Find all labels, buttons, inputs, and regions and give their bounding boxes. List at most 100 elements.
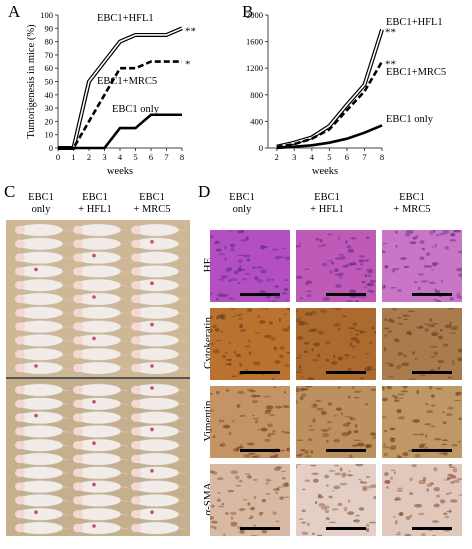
- tissue-texture: [359, 330, 364, 334]
- tissue-texture: [234, 314, 241, 317]
- panel-label-c: C: [4, 182, 16, 201]
- tissue-texture: [369, 432, 376, 436]
- tissue-texture: [215, 241, 218, 245]
- tissue-texture: [394, 497, 398, 501]
- tissue-texture: [244, 345, 251, 348]
- tissue-texture: [296, 336, 304, 340]
- mouse: [73, 438, 129, 452]
- tissue-texture: [328, 521, 337, 524]
- tissue-texture: [274, 285, 279, 288]
- tissue-texture: [324, 474, 330, 479]
- tissue-texture: [449, 332, 457, 334]
- tumor-spot: [150, 469, 154, 473]
- tissue-texture: [429, 318, 433, 322]
- mouse: [131, 480, 187, 494]
- x-tick-label: 5: [133, 152, 137, 162]
- tissue-texture: [255, 420, 258, 424]
- tissue-texture: [278, 318, 281, 322]
- tissue-texture: [383, 472, 389, 476]
- y-tick-label: 800: [250, 90, 263, 100]
- tissue-texture: [449, 466, 456, 468]
- mouse-head: [73, 454, 83, 464]
- tissue-texture: [360, 377, 364, 380]
- mouse-head: [15, 267, 25, 276]
- mouse-tail: [178, 353, 187, 356]
- mouse-tail: [62, 499, 71, 502]
- tissue-texture: [390, 469, 396, 472]
- mouse: [131, 466, 187, 480]
- tissue-texture: [282, 496, 290, 499]
- x-axis-label: weeks: [312, 166, 338, 177]
- mouse-head: [131, 336, 141, 345]
- tissue-texture: [273, 346, 278, 351]
- tissue-texture: [350, 337, 359, 341]
- panel-label-b: B: [242, 2, 254, 21]
- scale-bar: [412, 293, 452, 296]
- tissue-texture: [253, 394, 261, 398]
- mouse: [15, 480, 71, 494]
- tissue-texture: [210, 470, 215, 474]
- tissue-texture: [445, 413, 453, 417]
- tissue-texture: [448, 492, 452, 494]
- mouse-head: [131, 267, 141, 276]
- mouse: [15, 397, 71, 411]
- mouse-tail: [120, 257, 129, 260]
- tissue-texture: [424, 423, 432, 426]
- histology-image: [382, 386, 462, 458]
- tissue-texture: [243, 454, 251, 458]
- tissue-texture: [218, 418, 221, 424]
- tissue-texture: [342, 423, 350, 427]
- tissue-texture: [311, 403, 318, 409]
- tissue-texture: [210, 428, 213, 433]
- tissue-texture: [252, 414, 255, 417]
- y-tick-label: 100: [40, 10, 53, 20]
- tissue-texture: [225, 389, 229, 392]
- tissue-texture: [326, 440, 329, 443]
- tumor-spot: [150, 427, 154, 432]
- tumor-spot: [92, 400, 96, 404]
- tissue-texture: [389, 427, 396, 431]
- tissue-texture: [312, 418, 316, 423]
- tissue-texture: [458, 494, 462, 496]
- mouse-tail: [62, 430, 71, 433]
- tissue-texture: [281, 292, 288, 295]
- tissue-texture: [221, 275, 228, 279]
- mouse-tail: [120, 243, 129, 246]
- panel-c-col-header-3: EBC1 + MRC5: [133, 192, 171, 215]
- y-tick-label: 30: [45, 103, 54, 113]
- tissue-texture: [229, 243, 236, 248]
- tissue-texture: [351, 345, 356, 348]
- tissue-texture: [303, 341, 310, 345]
- panel-c-mice-photo: [6, 220, 190, 536]
- significance-mark-0: **: [385, 27, 396, 39]
- y-tick-label: 50: [45, 77, 54, 87]
- tissue-texture: [324, 505, 330, 509]
- tissue-texture: [430, 394, 435, 398]
- mouse: [73, 452, 129, 466]
- tissue-texture: [383, 480, 391, 484]
- mouse-tail: [178, 367, 187, 370]
- tissue-texture: [341, 472, 347, 477]
- tissue-texture: [443, 479, 449, 481]
- mouse-head: [73, 281, 83, 290]
- tissue-texture: [283, 364, 290, 367]
- tissue-texture: [431, 333, 438, 336]
- tissue-texture: [411, 433, 420, 436]
- mouse: [15, 507, 71, 521]
- tissue-texture: [233, 447, 240, 452]
- tissue-texture: [312, 532, 315, 535]
- tissue-texture: [311, 359, 319, 362]
- tissue-texture: [405, 230, 414, 234]
- tissue-texture: [389, 446, 397, 450]
- tissue-texture: [282, 328, 290, 332]
- tissue-texture: [250, 534, 258, 536]
- tissue-texture: [405, 515, 411, 520]
- tissue-texture: [215, 390, 220, 395]
- tissue-texture: [242, 499, 247, 501]
- tissue-texture: [419, 325, 424, 329]
- mouse-tail: [62, 513, 71, 516]
- tissue-texture: [230, 516, 234, 520]
- mouse-head: [73, 350, 83, 359]
- tissue-texture: [320, 506, 327, 510]
- mouse: [73, 251, 129, 265]
